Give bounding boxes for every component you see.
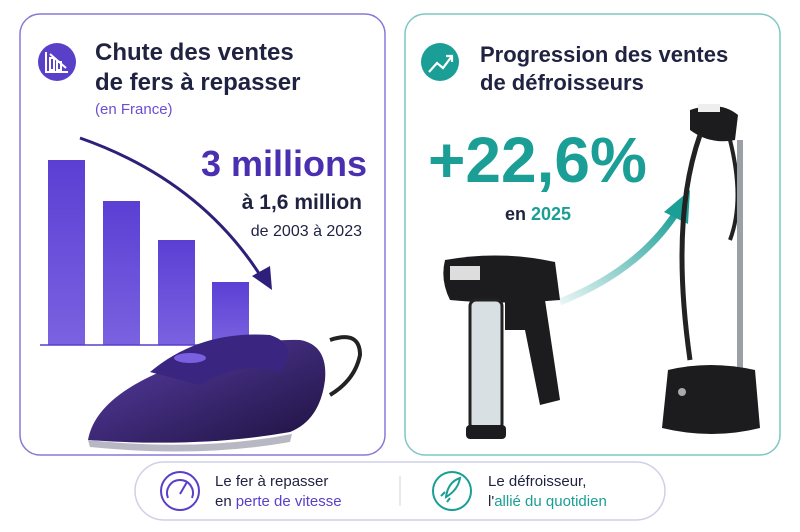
footer-left-prefix: en xyxy=(215,493,232,510)
left-title-1: Chute des ventes xyxy=(95,39,294,66)
left-detail-2: de 2003 à 2023 xyxy=(251,223,362,240)
growth-icon xyxy=(421,43,459,81)
decline-arrow xyxy=(79,136,264,279)
bar-shape xyxy=(158,240,195,345)
footer-right-1: Le défroisseur, xyxy=(488,473,586,490)
iron-illustration xyxy=(88,334,363,452)
decline-bars xyxy=(40,160,255,346)
speed-icon xyxy=(160,471,200,511)
growth-icon-glyph xyxy=(428,54,454,73)
footer-left-2: en perte de vitesse xyxy=(215,493,342,510)
footer-right-2: l'allié du quotidien xyxy=(488,493,607,510)
rocket-icon-glyph xyxy=(440,476,462,503)
right-detail-prefix: en xyxy=(505,204,526,224)
bar-shape xyxy=(212,282,249,345)
right-detail: en 2025 xyxy=(505,204,571,224)
footer-left-highlight: perte de vitesse xyxy=(236,493,342,510)
bar-shape xyxy=(48,160,85,345)
left-subtitle: (en France) xyxy=(95,101,173,118)
left-detail-1: à 1,6 million xyxy=(242,191,362,214)
growth-arrow xyxy=(558,208,681,306)
chart-icon-glyph xyxy=(45,52,68,73)
footer-right-highlight: allié du quotidien xyxy=(494,493,607,510)
standing-steamer xyxy=(662,104,760,434)
footer-right-prefix: l' xyxy=(488,493,494,510)
handheld-steamer xyxy=(443,255,560,439)
left-headline: 3 millions xyxy=(201,143,367,184)
right-headline: +22,6% xyxy=(428,124,647,196)
footer-left-1: Le fer à repasser xyxy=(215,473,328,490)
decline-arrow-head xyxy=(252,266,272,290)
bar-shape xyxy=(103,201,140,345)
right-title-2: de défroisseurs xyxy=(480,70,644,95)
right-detail-highlight: 2025 xyxy=(531,204,571,224)
rocket-icon xyxy=(432,471,472,511)
left-title-2: de fers à repasser xyxy=(95,69,300,96)
speed-icon-glyph xyxy=(166,479,194,499)
right-title-1: Progression des ventes xyxy=(480,42,728,67)
